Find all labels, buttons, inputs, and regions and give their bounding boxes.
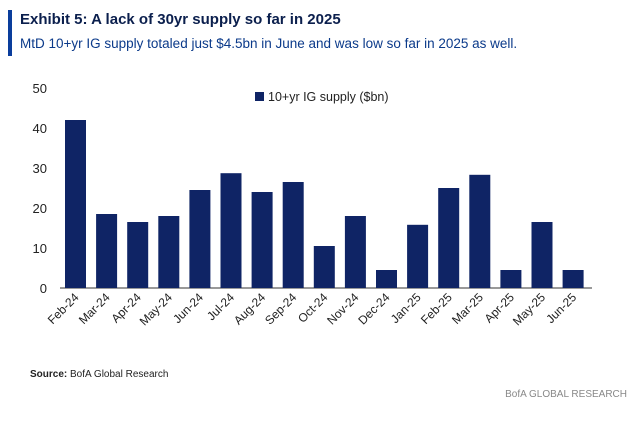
x-tick-label: Jun-24	[170, 290, 206, 326]
x-tick-label: May-24	[137, 290, 175, 328]
x-tick-label: Nov-24	[324, 290, 361, 327]
y-tick-label: 10	[33, 241, 47, 256]
chart-subtitle: MtD 10+yr IG supply totaled just $4.5bn …	[20, 36, 518, 51]
x-tick-label: May-25	[510, 290, 548, 328]
x-tick-label: Aug-24	[231, 290, 268, 327]
source-label: Source:	[30, 369, 68, 380]
bar	[531, 222, 553, 288]
bar	[251, 192, 273, 288]
x-tick-label: Feb-25	[418, 290, 455, 327]
y-tick-label: 20	[33, 201, 47, 216]
bar	[282, 182, 304, 288]
bar	[313, 246, 335, 288]
bar	[469, 174, 491, 288]
x-tick-label: Mar-25	[449, 290, 486, 327]
bar	[500, 270, 522, 288]
x-tick-label: Feb-24	[45, 290, 82, 327]
bar	[96, 214, 118, 288]
legend-swatch	[255, 92, 264, 101]
bar	[376, 270, 397, 288]
x-tick-label: Dec-24	[355, 290, 392, 327]
y-tick-label: 50	[33, 81, 47, 96]
bar	[407, 224, 429, 288]
source-text: BofA Global Research	[70, 369, 169, 380]
bar	[158, 216, 180, 288]
bar	[127, 222, 149, 288]
brand-footer: BofA GLOBAL RESEARCH	[505, 389, 627, 400]
source-note: Source: BofA Global Research	[30, 369, 168, 380]
title-accent-bar	[8, 10, 12, 56]
x-tick-label: Mar-24	[76, 290, 113, 327]
bar	[220, 173, 242, 288]
legend-label: 10+yr IG supply ($bn)	[268, 90, 389, 104]
bar	[562, 270, 584, 288]
x-tick-label: Oct-24	[295, 290, 331, 326]
y-tick-label: 40	[33, 121, 47, 136]
y-tick-label: 30	[33, 161, 47, 176]
x-tick-label: Jan-25	[388, 290, 424, 326]
y-tick-label: 0	[40, 281, 47, 296]
bar	[189, 190, 211, 288]
chart-title: Exhibit 5: A lack of 30yr supply so far …	[20, 11, 341, 28]
bar	[65, 120, 86, 288]
bar	[344, 216, 366, 288]
x-tick-label: Jun-25	[543, 290, 579, 326]
bar	[438, 188, 460, 288]
x-tick-label: Sep-24	[262, 290, 299, 327]
